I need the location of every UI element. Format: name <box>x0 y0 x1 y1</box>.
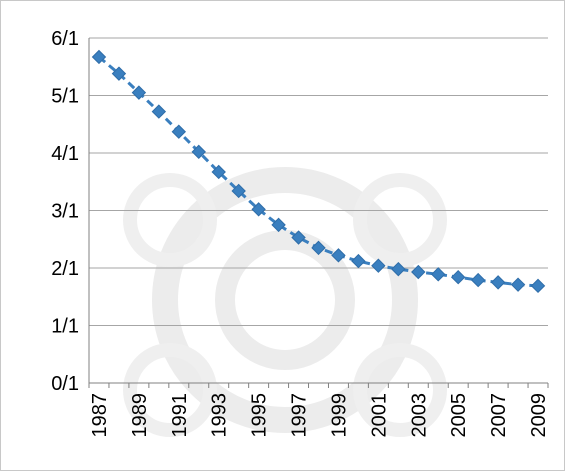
data-point <box>530 278 546 294</box>
data-point <box>411 264 426 280</box>
data-point <box>131 85 147 100</box>
data-point <box>371 258 386 273</box>
data-point <box>470 272 486 288</box>
y-tick-label: 5/1 <box>51 86 79 108</box>
y-tick-label: 2/1 <box>51 258 79 280</box>
x-tick-label: 1997 <box>289 393 311 438</box>
y-tick-label: 4/1 <box>51 143 79 165</box>
data-point <box>191 144 206 160</box>
background-watermark <box>123 167 447 437</box>
data-point <box>450 269 466 285</box>
y-tick-label: 1/1 <box>51 316 79 338</box>
y-tick-label: 0/1 <box>51 373 79 395</box>
data-point <box>510 277 526 292</box>
data-point <box>331 248 346 263</box>
x-tick-label: 1989 <box>129 393 151 438</box>
gridlines <box>89 37 548 384</box>
data-point <box>391 261 406 277</box>
x-tick-label: 1993 <box>209 393 231 438</box>
data-point <box>151 104 167 119</box>
x-tick-label: 1991 <box>169 393 191 438</box>
data-point <box>351 253 366 269</box>
series-line <box>91 49 546 294</box>
y-axis: 0/1 1/1 2/1 3/1 4/1 5/1 6/1 <box>51 28 90 395</box>
x-axis: 1987 1989 1991 1993 1995 1997 1999 2001 2003 2005… <box>88 383 550 438</box>
x-tick-label: 1987 <box>89 393 111 438</box>
x-tick-label: 2003 <box>408 393 430 438</box>
x-tick-label: 2009 <box>528 393 550 438</box>
x-tick-label: 1995 <box>249 393 271 438</box>
data-point <box>431 267 446 282</box>
data-point <box>91 49 107 65</box>
x-tick-label: 2007 <box>488 393 510 438</box>
y-tick-label: 3/1 <box>51 201 79 223</box>
data-point <box>291 230 306 245</box>
y-tick-label: 6/1 <box>51 28 79 50</box>
data-point <box>311 240 326 256</box>
x-tick-label: 1999 <box>328 393 350 438</box>
data-point <box>271 217 286 233</box>
x-tick-label: 2001 <box>368 393 390 438</box>
data-point <box>211 164 226 180</box>
data-point <box>490 275 506 290</box>
data-point <box>251 202 266 217</box>
x-tick-label: 2005 <box>448 393 470 438</box>
data-point <box>231 183 246 199</box>
data-point <box>111 66 127 81</box>
data-point <box>171 124 187 139</box>
